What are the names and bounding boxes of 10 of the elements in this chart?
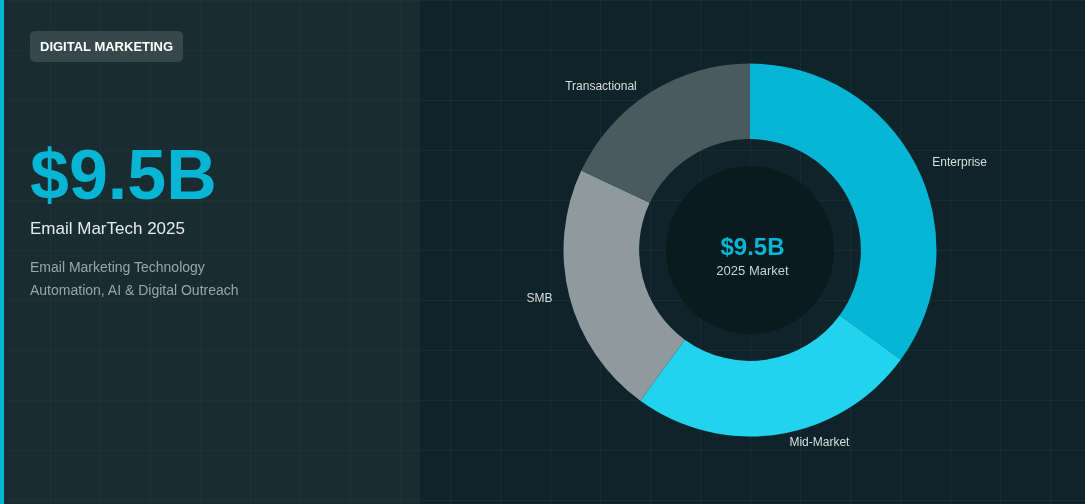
text: Email MarTech 2025 [30, 219, 185, 239]
slice-label: Transactional [565, 78, 637, 93]
slice-label: Enterprise [932, 154, 988, 169]
slice-label: SMB [526, 291, 553, 306]
text: Email Marketing Technology Automation, AI & Digital Outreach [30, 258, 239, 300]
text: $9.5B [720, 232, 785, 260]
text: $9.5B [30, 136, 217, 214]
text: 2025 Market [716, 263, 790, 278]
text: DIGITAL MARKETING [30, 31, 184, 62]
slice-label: Mid-Market [789, 435, 851, 450]
